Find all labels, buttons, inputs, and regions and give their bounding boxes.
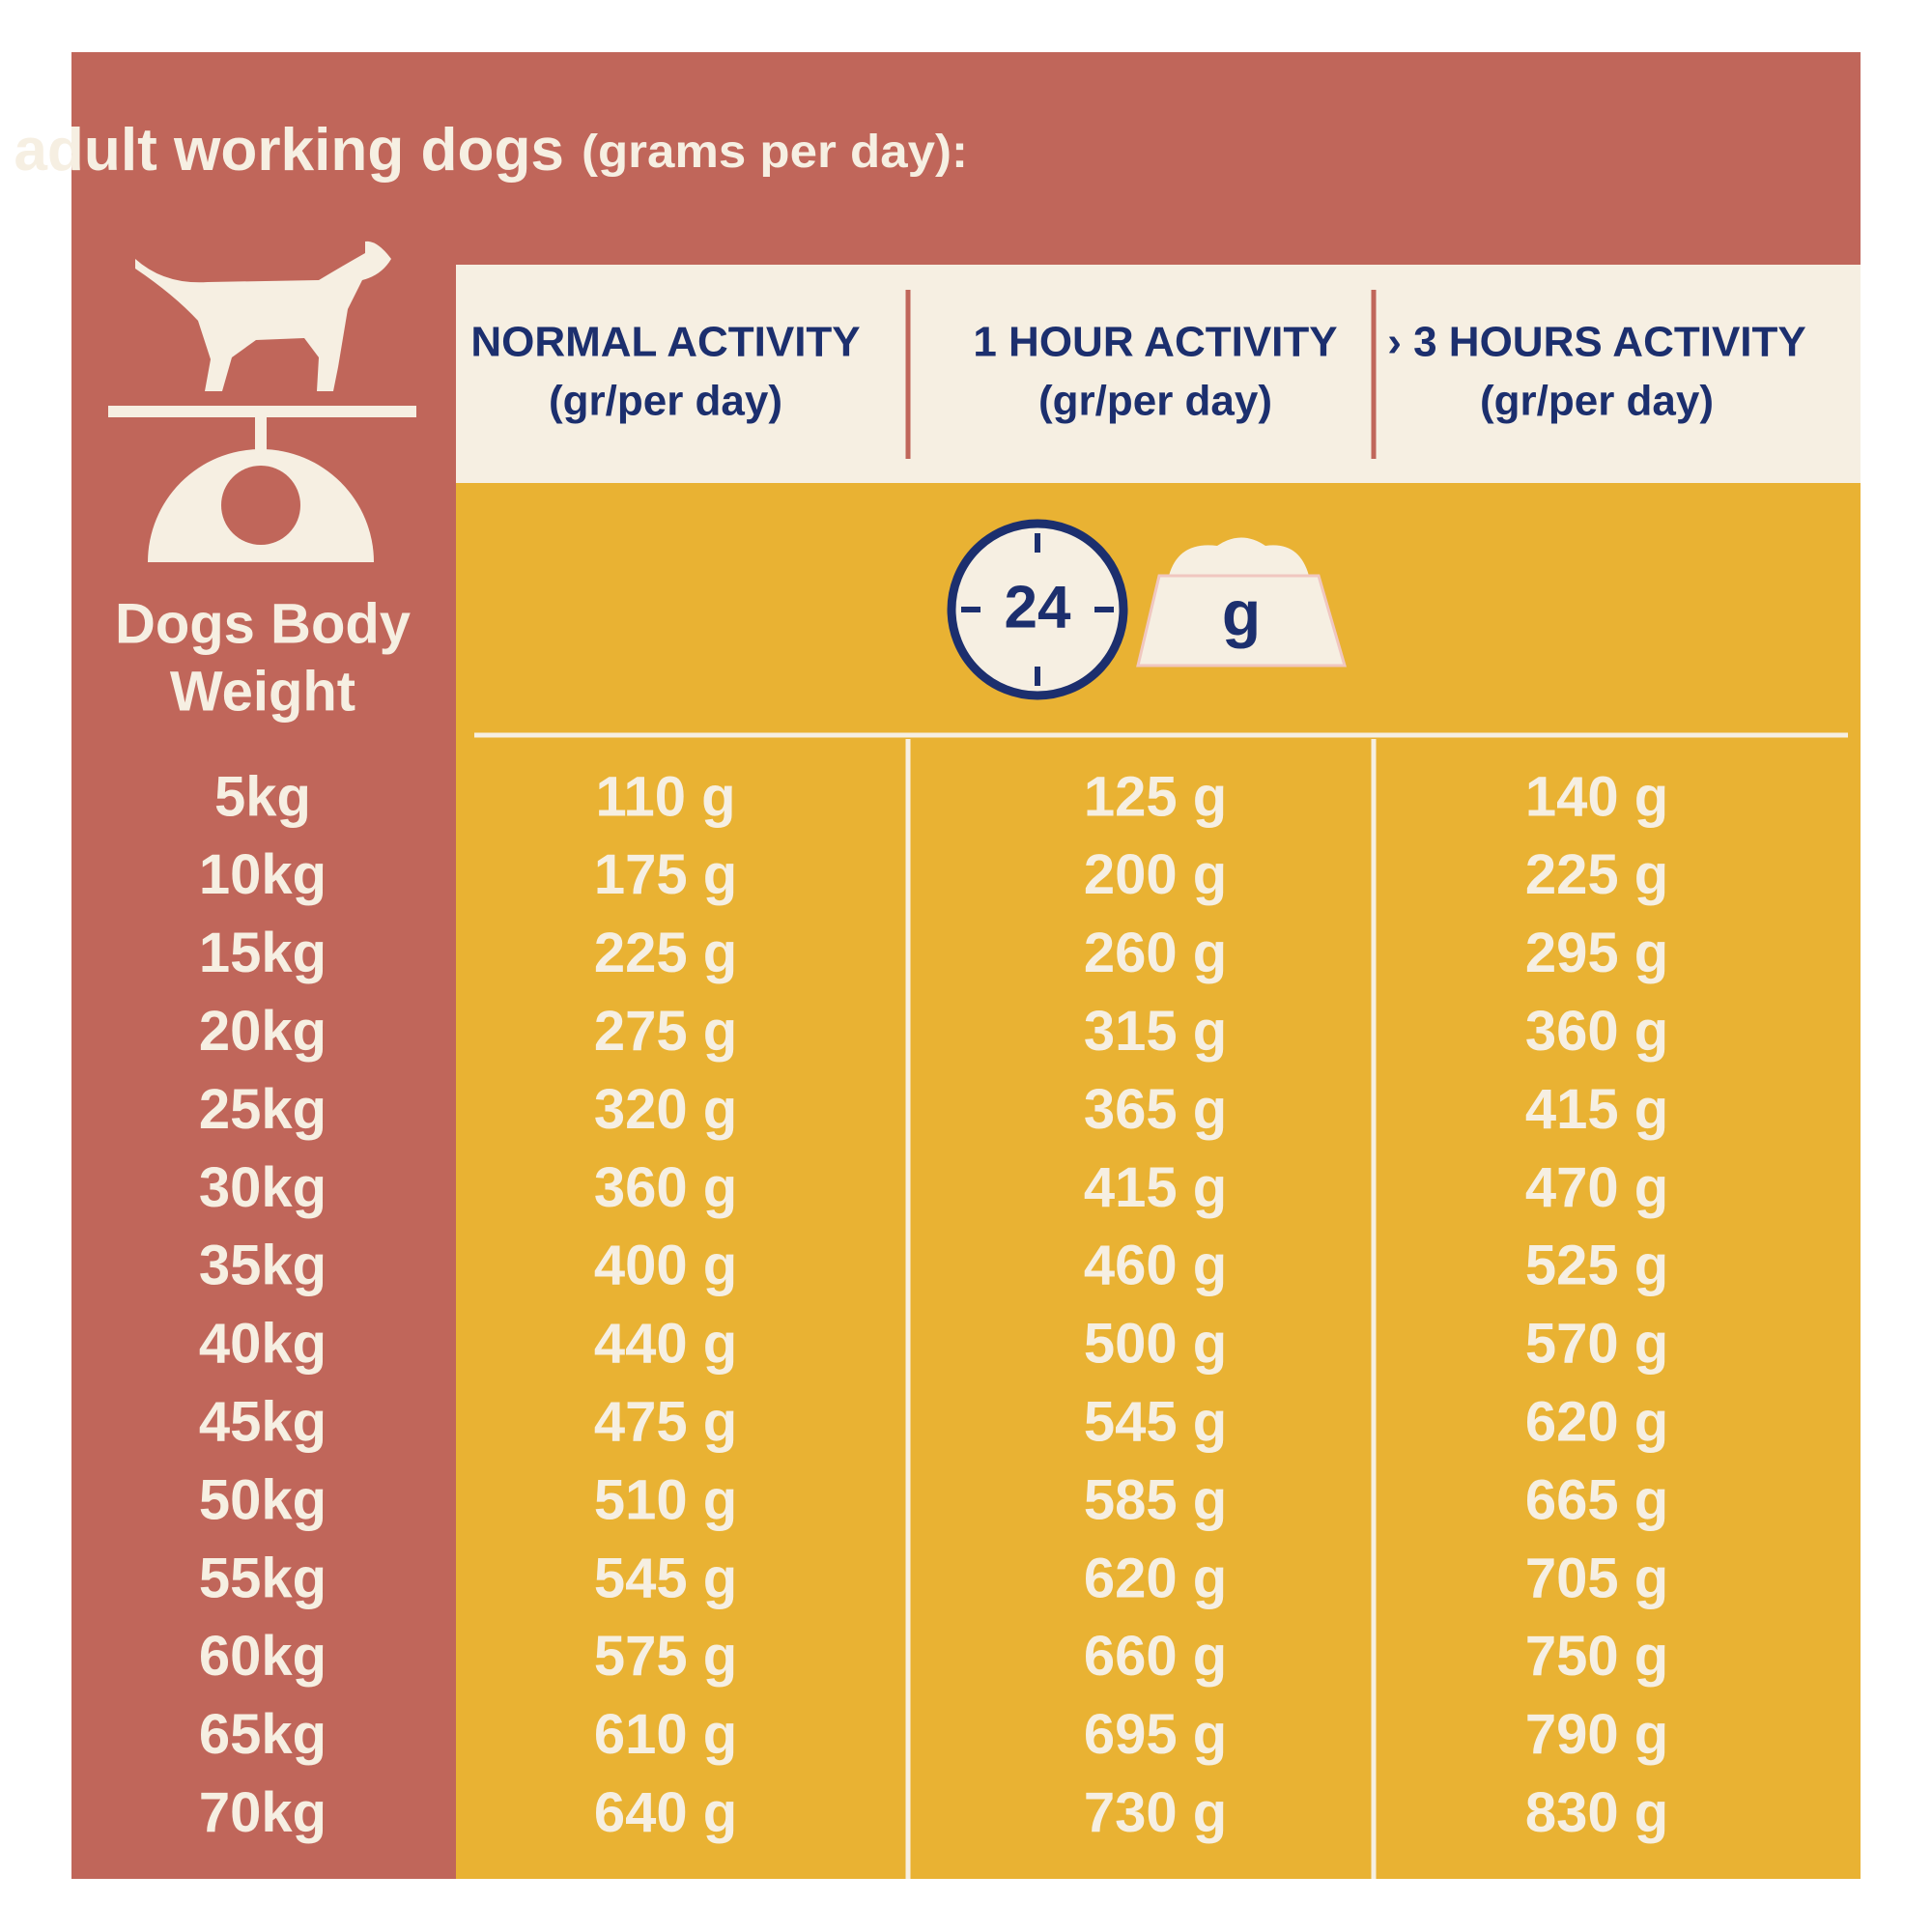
- amount-cell: 360 g: [1525, 1000, 1668, 1063]
- scale-bar: [108, 406, 416, 417]
- amount-cell: 365 g: [1084, 1078, 1227, 1141]
- amount-cell: 660 g: [1084, 1625, 1227, 1688]
- weight-cell: 65kg: [199, 1703, 327, 1766]
- amount-cell: 750 g: [1525, 1625, 1668, 1688]
- row-header: Weight: [170, 660, 355, 723]
- amount-cell: 510 g: [594, 1468, 737, 1531]
- amount-cell: 460 g: [1084, 1235, 1227, 1297]
- amount-cell: 415 g: [1084, 1156, 1227, 1219]
- dog-icon: [135, 241, 391, 391]
- column-header: › 3 HOURS ACTIVITY: [1387, 319, 1806, 366]
- amount-cell: 545 g: [1084, 1391, 1227, 1454]
- amount-cell: 830 g: [1525, 1781, 1668, 1844]
- column-unit: (gr/per day): [1480, 378, 1714, 425]
- weight-cell: 60kg: [199, 1625, 327, 1688]
- amount-cell: 705 g: [1525, 1547, 1668, 1609]
- amount-cell: 225 g: [594, 922, 737, 984]
- title-main: Daily feeding amounts for adult working …: [0, 117, 564, 184]
- amount-cell: 125 g: [1084, 765, 1227, 828]
- amount-cell: 695 g: [1084, 1703, 1227, 1766]
- weight-cell: 5kg: [214, 765, 311, 828]
- amount-cell: 585 g: [1084, 1468, 1227, 1531]
- column-unit: (gr/per day): [549, 378, 782, 425]
- column-unit: (gr/per day): [1038, 378, 1272, 425]
- amount-cell: 620 g: [1084, 1547, 1227, 1609]
- bowl-food: [1169, 537, 1309, 576]
- clock-label: 24: [1005, 574, 1071, 640]
- amount-cell: 200 g: [1084, 843, 1227, 906]
- column-header: NORMAL ACTIVITY: [470, 319, 860, 366]
- amount-cell: 525 g: [1525, 1235, 1668, 1297]
- row-header: Dogs Body: [115, 592, 411, 655]
- amount-cell: 400 g: [594, 1235, 737, 1297]
- weight-cell: 70kg: [199, 1781, 327, 1844]
- amount-cell: 275 g: [594, 1000, 737, 1063]
- amount-cell: 500 g: [1084, 1313, 1227, 1376]
- yellow-area: [456, 483, 1861, 1879]
- weight-cell: 35kg: [199, 1235, 327, 1297]
- amount-cell: 545 g: [594, 1547, 737, 1609]
- amount-cell: 620 g: [1525, 1391, 1668, 1454]
- weight-cell: 15kg: [199, 922, 327, 984]
- bowl-icon: [1136, 574, 1347, 668]
- amount-cell: 665 g: [1525, 1468, 1668, 1531]
- header-band: [456, 265, 1861, 485]
- amount-cell: 640 g: [594, 1781, 737, 1844]
- amount-cell: 175 g: [594, 843, 737, 906]
- title-unit: (grams per day):: [582, 127, 968, 178]
- scale-dial: [221, 466, 300, 545]
- weight-cell: 20kg: [199, 1000, 327, 1063]
- amount-cell: 360 g: [594, 1156, 737, 1219]
- amount-cell: 260 g: [1084, 922, 1227, 984]
- amount-cell: 295 g: [1525, 922, 1668, 984]
- column-header: 1 HOUR ACTIVITY: [973, 319, 1337, 366]
- weight-cell: 25kg: [199, 1078, 327, 1141]
- amount-cell: 110 g: [595, 765, 735, 828]
- title: Daily feeding amounts for adult working …: [0, 117, 968, 184]
- amount-cell: 575 g: [594, 1625, 737, 1688]
- amount-cell: 440 g: [594, 1313, 737, 1376]
- amount-cell: 570 g: [1525, 1313, 1668, 1376]
- clock-ticks: [961, 533, 1114, 686]
- amount-cell: 315 g: [1084, 1000, 1227, 1063]
- weight-cell: 50kg: [199, 1468, 327, 1531]
- bowl-label: g: [1222, 577, 1261, 648]
- amount-cell: 790 g: [1525, 1703, 1668, 1766]
- amount-cell: 140 g: [1525, 765, 1668, 828]
- weight-cell: 40kg: [199, 1313, 327, 1376]
- clock-icon: [947, 519, 1128, 700]
- weight-cell: 55kg: [199, 1547, 327, 1609]
- amount-cell: 475 g: [594, 1391, 737, 1454]
- amount-cell: 730 g: [1084, 1781, 1227, 1844]
- amount-cell: 415 g: [1525, 1078, 1668, 1141]
- amount-cell: 225 g: [1525, 843, 1668, 906]
- weight-cell: 30kg: [199, 1156, 327, 1219]
- amount-cell: 610 g: [594, 1703, 737, 1766]
- weight-cell: 45kg: [199, 1391, 327, 1454]
- content: NORMAL ACTIVITY (gr/per day) 1 HOUR ACTIVI…: [115, 319, 1806, 1844]
- amount-cell: 470 g: [1525, 1156, 1668, 1219]
- weight-cell: 10kg: [199, 843, 327, 906]
- amount-cell: 320 g: [594, 1078, 737, 1141]
